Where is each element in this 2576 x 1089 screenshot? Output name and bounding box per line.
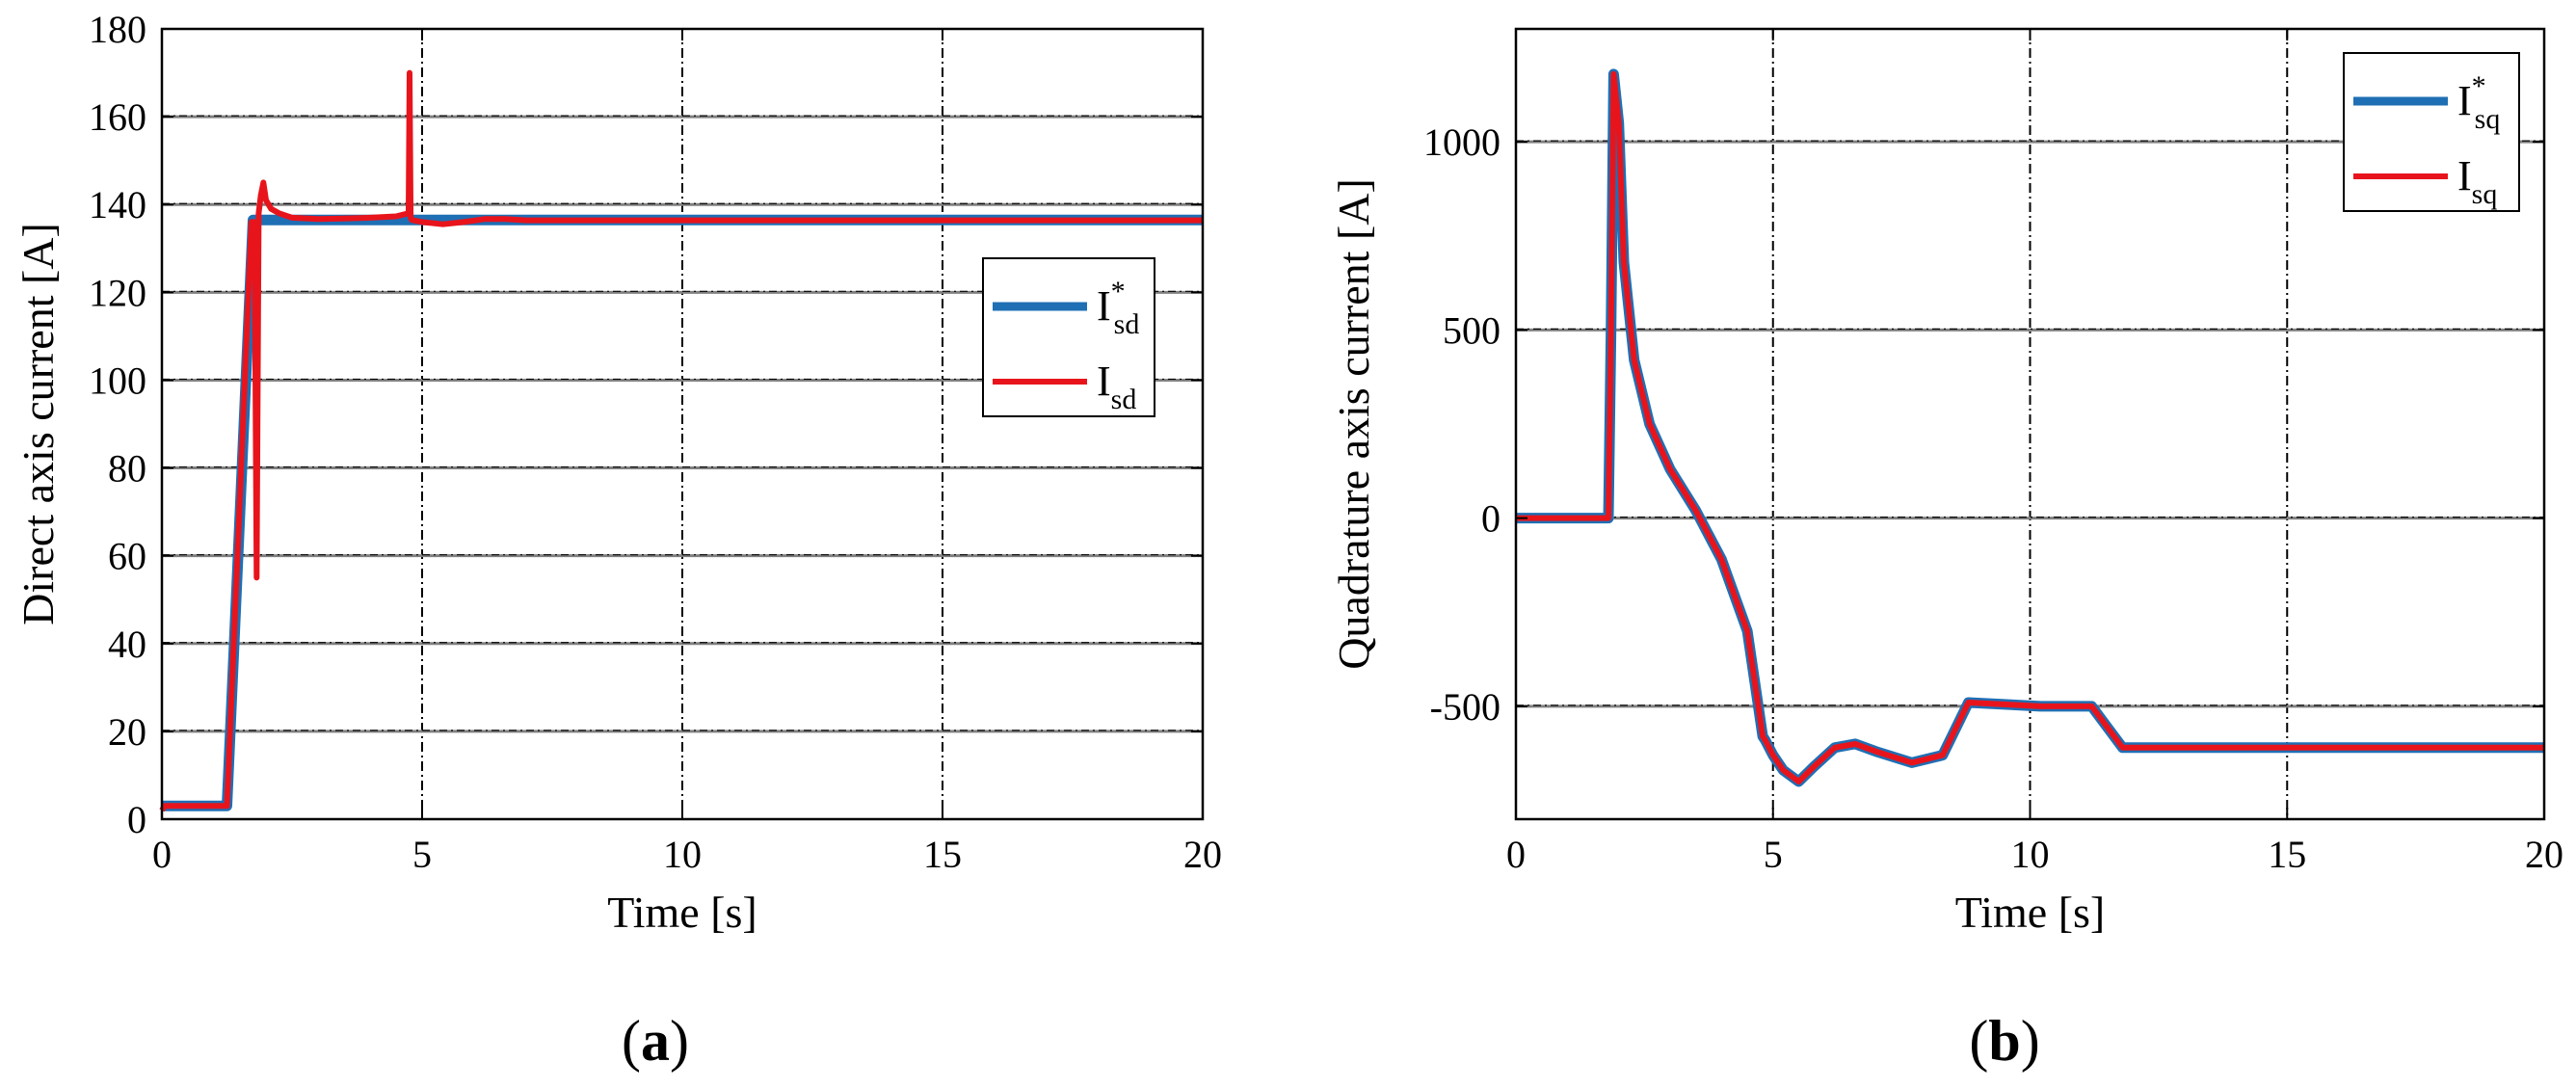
legend-box-a [982, 257, 1155, 417]
x-tick-label-a-3: 15 [923, 833, 962, 876]
legend-label-main-b-0: I [2457, 77, 2472, 124]
y-tick-label-b-1: 0 [1481, 497, 1500, 541]
y-tick-label-a-5: 100 [89, 359, 146, 402]
x-tick-label-a-0: 0 [152, 833, 172, 876]
series-line-a-1 [159, 69, 1203, 812]
legend-label-b-1: Isq [2457, 152, 2497, 210]
y-tick-label-a-6: 120 [89, 271, 146, 314]
panel-label-a-open: ( [622, 1009, 641, 1073]
panel-label-a-close: ) [670, 1009, 689, 1073]
y-tick-label-a-2: 40 [108, 623, 146, 666]
legend-label-sub-b-1: sq [2472, 178, 2498, 210]
y-tick-label-a-9: 180 [89, 8, 146, 51]
y-tick-label-b-0: -500 [1430, 685, 1500, 729]
legend-label-b-0: I* sq [2457, 70, 2500, 135]
legend-label-sup-b-0: * [2472, 70, 2486, 102]
x-axis-label-b: Time [s] [1955, 888, 2106, 937]
x-axis-label-a: Time [s] [607, 888, 757, 937]
x-tick-label-a-4: 20 [1183, 833, 1222, 876]
legend-box-b [2343, 52, 2520, 212]
y-tick-label-a-4: 80 [108, 447, 146, 491]
x-tick-label-b-2: 10 [2011, 833, 2050, 876]
chart-a-direct-axis-current: 0 5 10 15 20 0 20 40 60 80 100 120 140 160 180 Time [s]… [13, 8, 1222, 937]
y-tick-label-b-3: 1000 [1423, 120, 1500, 164]
legend-label-main-a-0: I [1097, 282, 1111, 330]
legend-label-a-1: Isd [1097, 358, 1136, 415]
y-tick-label-a-3: 60 [108, 535, 146, 578]
legend-label-main-a-1: I [1097, 358, 1111, 405]
chart-b-quadrature-axis-current: 0 5 10 15 20 -500 0 500 1000 Time [s] Quadrature a… [1329, 27, 2563, 937]
y-axis-label-a: Direct axis current [A] [13, 223, 63, 625]
y-tick-label-a-7: 140 [89, 183, 146, 226]
series-line-b-1 [1516, 70, 2544, 784]
panel-label-a-letter: a [641, 1009, 670, 1073]
y-tick-label-a-8: 160 [89, 95, 146, 139]
y-axis-label-b: Quadrature axis current [A] [1329, 178, 1378, 670]
y-tick-label-b-2: 500 [1443, 308, 1500, 352]
y-tick-label-a-1: 20 [108, 710, 146, 754]
panel-label-a: (a) [622, 1009, 689, 1073]
legend-label-a-0: I* sd [1097, 276, 1139, 340]
legend-label-sub-a-1: sd [1111, 384, 1137, 415]
x-tick-label-a-2: 10 [663, 833, 702, 876]
x-tick-label-b-4: 20 [2525, 833, 2563, 876]
x-tick-label-a-1: 5 [412, 833, 432, 876]
x-tick-label-b-1: 5 [1764, 833, 1783, 876]
panel-label-b-letter: b [1988, 1009, 2020, 1073]
legend-label-sup-a-0: * [1111, 276, 1126, 307]
panel-label-b-open: ( [1969, 1009, 1988, 1073]
panel-label-b: (b) [1969, 1009, 2039, 1073]
y-tick-label-a-0: 0 [127, 798, 146, 841]
x-tick-label-b-0: 0 [1506, 833, 1526, 876]
x-tick-label-b-3: 15 [2268, 833, 2306, 876]
legend-label-sub-b-0: sq [2475, 103, 2501, 135]
legend-label-sub-a-0: sd [1114, 308, 1140, 340]
panel-label-b-close: ) [2021, 1009, 2040, 1073]
legend-label-main-b-1: I [2457, 152, 2472, 199]
